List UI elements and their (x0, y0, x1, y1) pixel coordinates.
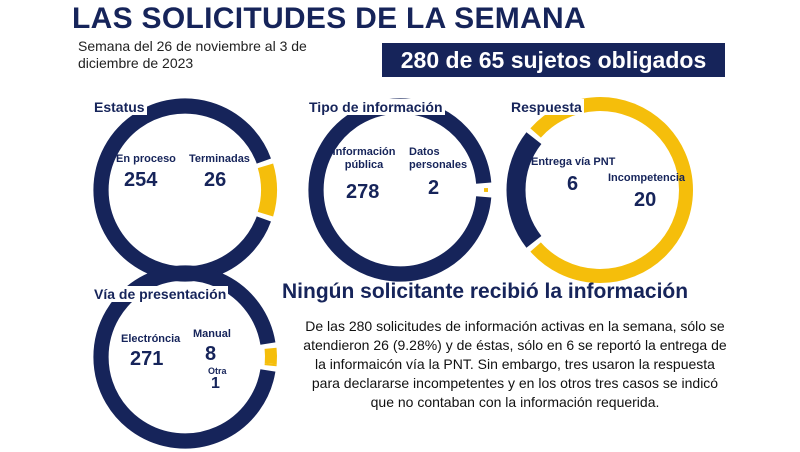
slice-informacion-publica (316, 106, 484, 274)
value-terminadas: 26 (204, 169, 226, 192)
slice-terminadas (265, 166, 269, 214)
label-datos-personales: Datos personales (409, 146, 469, 172)
summary-body: De las 280 solicitudes de información ac… (300, 317, 730, 412)
label-informacion-publica: Información pública (332, 146, 396, 172)
value-entrega-pnt: 6 (567, 173, 578, 196)
value-manual: 8 (205, 343, 216, 366)
label-manual: Manual (193, 328, 231, 341)
summary-headline: Ningún solicitante recibió la informació… (282, 280, 688, 304)
value-incompetencia: 20 (634, 189, 656, 212)
donut-tipo-informacion (305, 95, 495, 285)
summary-banner: 280 de 65 sujetos obligados (382, 43, 725, 77)
value-datos-personales: 2 (428, 177, 439, 200)
donut-estatus (90, 95, 280, 285)
slice-entrega-pnt (516, 138, 534, 242)
chart-title-via-presentacion: Vía de presentación (92, 286, 228, 302)
value-informacion-publica: 278 (346, 181, 379, 204)
label-informacion-publica-text: Información pública (332, 146, 396, 172)
label-electronica: Electróncia (121, 333, 180, 346)
label-terminadas: Terminadas (189, 153, 250, 166)
chart-title-tipo-informacion: Tipo de información (307, 99, 445, 115)
page-title: LAS SOLICITUDES DE LA SEMANA (72, 2, 586, 36)
week-range: Semana del 26 de noviembre al 3 de dicie… (78, 38, 308, 72)
label-incompetencia: Incompetencia (608, 172, 685, 185)
value-otra: 1 (211, 375, 220, 393)
chart-title-respuesta: Respuesta (509, 99, 584, 115)
label-datos-personales-text: Datos personales (409, 146, 469, 172)
donut-respuesta (505, 95, 695, 285)
chart-title-estatus: Estatus (92, 99, 147, 115)
label-entrega-pnt: Entrega vía PNT (531, 156, 615, 169)
slice-incompetencia (536, 104, 686, 276)
value-electronica: 271 (130, 348, 163, 371)
label-en-proceso: En proceso (116, 153, 176, 166)
value-en-proceso: 254 (124, 169, 157, 192)
